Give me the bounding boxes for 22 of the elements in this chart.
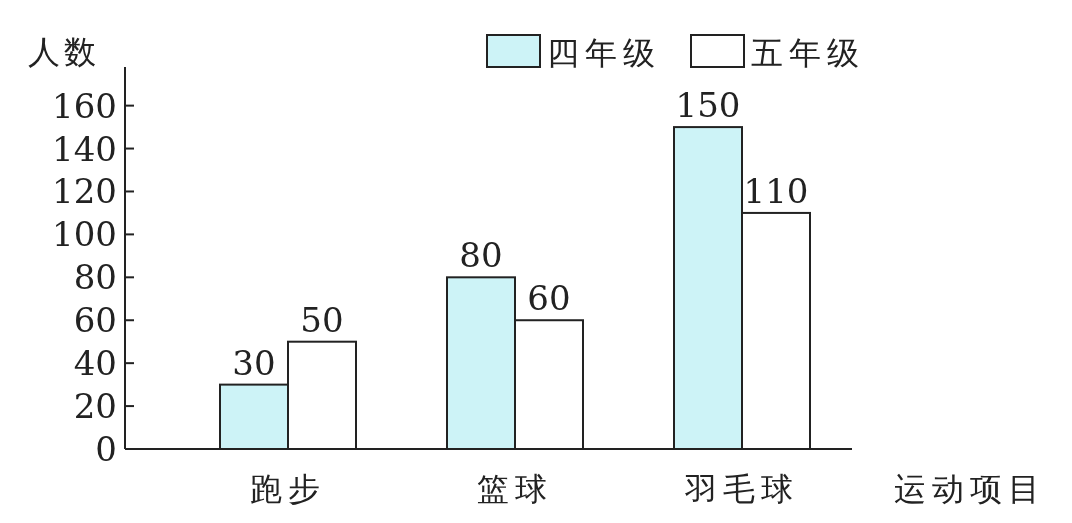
y-tick-label: 160	[52, 85, 117, 126]
y-axis-title: 人数	[28, 33, 100, 71]
legend-label: 五年级	[751, 34, 865, 72]
y-tick-label: 60	[73, 300, 117, 341]
y-tick-label: 100	[52, 214, 117, 255]
data-label: 80	[459, 235, 503, 276]
y-tick-label: 80	[73, 257, 117, 298]
x-axis-title: 运动项目	[894, 470, 1046, 508]
data-label: 30	[232, 342, 276, 383]
legend-label: 四年级	[547, 34, 661, 72]
data-label: 50	[300, 299, 344, 340]
y-tick-label: 120	[52, 171, 117, 212]
data-label: 60	[527, 278, 571, 319]
x-tick-label: 跑步	[250, 470, 326, 508]
y-tick-label: 140	[52, 128, 117, 169]
x-tick-label: 篮球	[477, 470, 553, 508]
data-label: 150	[675, 85, 741, 126]
data-label: 110	[743, 170, 809, 211]
x-tick-label: 羽毛球	[684, 470, 799, 508]
y-tick-label: 40	[73, 343, 117, 384]
y-tick-label: 0	[95, 429, 117, 469]
y-tick-label: 20	[73, 386, 117, 427]
